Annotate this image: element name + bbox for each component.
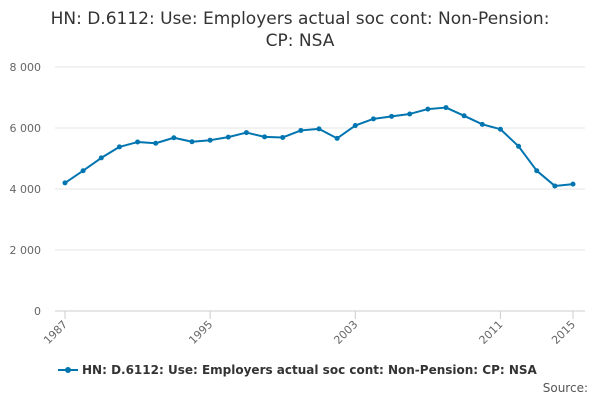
data-point[interactable] — [497, 126, 503, 132]
data-point[interactable] — [153, 140, 159, 146]
data-point[interactable] — [171, 135, 177, 141]
data-point[interactable] — [570, 181, 576, 187]
x-tick-label: 2015 — [549, 318, 578, 347]
y-tick-label: 8 000 — [10, 61, 42, 74]
x-tick-label: 2011 — [477, 318, 506, 347]
data-point[interactable] — [189, 139, 195, 145]
y-tick-label: 4 000 — [10, 183, 42, 196]
data-point[interactable] — [62, 180, 68, 186]
source-label: Source: — [542, 381, 588, 395]
line-chart: 0 2 000 4 000 6 000 8 000 1987 1995 2003 2011 20… — [10, 61, 585, 347]
chart-title: HN: D.6112: Use: Employers actual soc co… — [0, 8, 600, 52]
chart-title-line-1: HN: D.6112: Use: Employers actual soc co… — [50, 9, 550, 29]
data-point[interactable] — [425, 106, 431, 112]
y-tick-label: 0 — [34, 305, 41, 318]
data-point[interactable] — [225, 134, 231, 140]
data-point[interactable] — [389, 113, 395, 119]
data-point[interactable] — [80, 168, 86, 174]
data-point[interactable] — [116, 144, 122, 150]
data-point[interactable] — [280, 134, 286, 140]
data-point[interactable] — [443, 105, 449, 111]
data-point[interactable] — [352, 123, 358, 129]
data-point[interactable] — [370, 116, 376, 122]
data-point[interactable] — [262, 134, 268, 140]
data-point[interactable] — [334, 135, 340, 141]
data-point[interactable] — [207, 137, 213, 143]
data-point[interactable] — [461, 113, 467, 119]
data-point[interactable] — [534, 168, 540, 174]
legend[interactable]: HN: D.6112: Use: Employers actual soc co… — [58, 363, 537, 377]
data-point[interactable] — [316, 126, 322, 132]
data-point[interactable] — [298, 127, 304, 133]
series-group — [62, 105, 576, 189]
data-point[interactable] — [516, 143, 522, 149]
data-point[interactable] — [479, 121, 485, 127]
legend-swatch — [58, 365, 78, 375]
data-point[interactable] — [407, 111, 413, 117]
data-point[interactable] — [135, 139, 141, 145]
y-tick-label: 6 000 — [10, 122, 42, 135]
x-tick-label: 1987 — [41, 318, 70, 347]
series-line — [64, 106, 574, 187]
y-tick-label: 2 000 — [10, 244, 42, 257]
y-axis: 0 2 000 4 000 6 000 8 000 — [10, 61, 42, 318]
x-tick-label: 2003 — [331, 318, 360, 347]
x-axis: 1987 1995 2003 2011 2015 — [41, 311, 578, 347]
chart-title-line-2: CP: NSA — [265, 31, 335, 51]
legend-label: HN: D.6112: Use: Employers actual soc co… — [82, 363, 537, 377]
x-tick-label: 1995 — [186, 318, 215, 347]
data-point[interactable] — [98, 155, 104, 161]
data-point[interactable] — [552, 183, 558, 189]
gridlines — [55, 66, 585, 312]
data-point[interactable] — [243, 130, 249, 136]
